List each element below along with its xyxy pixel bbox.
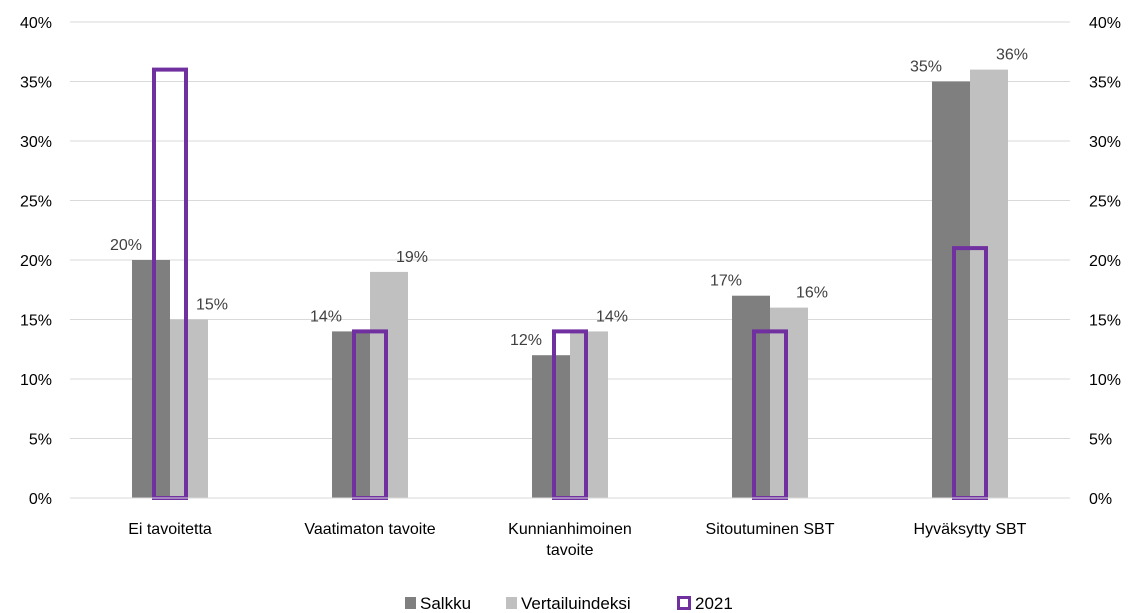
legend-swatch-2021 [677,596,691,610]
x-category-label: Kunnianhimoinen tavoite [508,521,632,559]
x-category-label: Vaatimaton tavoite [304,521,435,538]
bar-vertailuindeksi [170,319,208,498]
legend: Salkku Vertailuindeksi 2021 [405,594,733,613]
data-label-vertailuindeksi: 36% [996,47,1028,64]
data-label-salkku: 17% [710,273,742,290]
y-tick-label-right: 20% [1089,253,1121,270]
y-tick-label-left: 0% [29,491,52,508]
legend-swatch-vertailuindeksi [506,597,517,609]
bar-vertailuindeksi [970,69,1008,498]
y-tick-label-right: 40% [1089,15,1121,32]
legend-label-vertailuindeksi: Vertailuindeksi [521,594,631,613]
y-tick-label-left: 25% [20,194,52,211]
data-label-salkku: 20% [110,237,142,254]
legend-label-salkku: Salkku [420,594,471,613]
y-tick-label-right: 15% [1089,313,1121,330]
legend-label-2021: 2021 [695,594,733,613]
y-tick-label-left: 35% [20,75,52,92]
y-tick-label-right: 35% [1089,75,1121,92]
x-category-label: Hyväksytty SBT [914,521,1027,538]
y-axis-left: 0% 5% 10% 15% 20% 25% 30% 35% 40% [20,15,52,508]
data-label-salkku: 12% [510,332,542,349]
y-tick-label-left: 5% [29,432,52,449]
data-label-salkku: 14% [310,308,342,325]
y-tick-label-left: 40% [20,15,52,32]
bar-vertailuindeksi [570,331,608,498]
bar-salkku [532,355,570,498]
y-tick-label-right: 5% [1089,432,1112,449]
bars [132,69,1008,498]
data-label-salkku: 35% [910,59,942,76]
y-tick-label-left: 10% [20,372,52,389]
x-category-label: Ei tavoitetta [128,521,212,538]
bar-vertailuindeksi [770,307,808,498]
bar-salkku [932,81,970,498]
data-label-vertailuindeksi: 19% [396,249,428,266]
bar-vertailuindeksi [370,271,408,498]
y-tick-label-left: 30% [20,134,52,151]
bar-salkku [132,260,170,498]
x-axis: Ei tavoitetta Vaatimaton tavoite Kunnianhi… [70,497,1070,559]
data-label-vertailuindeksi: 14% [596,308,628,325]
x-category-label: Sitoutuminen SBT [706,521,835,538]
data-label-vertailuindeksi: 16% [796,285,828,302]
y-tick-label-right: 0% [1089,491,1112,508]
y-tick-label-left: 15% [20,313,52,330]
data-label-vertailuindeksi: 15% [196,297,228,314]
data-labels: 20% 15% 14% 19% 12% 14% 17% 16% 35% 36% [110,47,1028,350]
y-tick-label-left: 20% [20,253,52,270]
gridlines [70,21,1070,499]
y-axis-right: 0% 5% 10% 15% 20% 25% 30% 35% 40% [1089,15,1121,508]
bar-salkku [332,331,370,498]
y-tick-label-right: 10% [1089,372,1121,389]
bar-salkku [732,295,770,498]
y-tick-label-right: 30% [1089,134,1121,151]
y-tick-label-right: 25% [1089,194,1121,211]
legend-swatch-salkku [405,597,416,609]
